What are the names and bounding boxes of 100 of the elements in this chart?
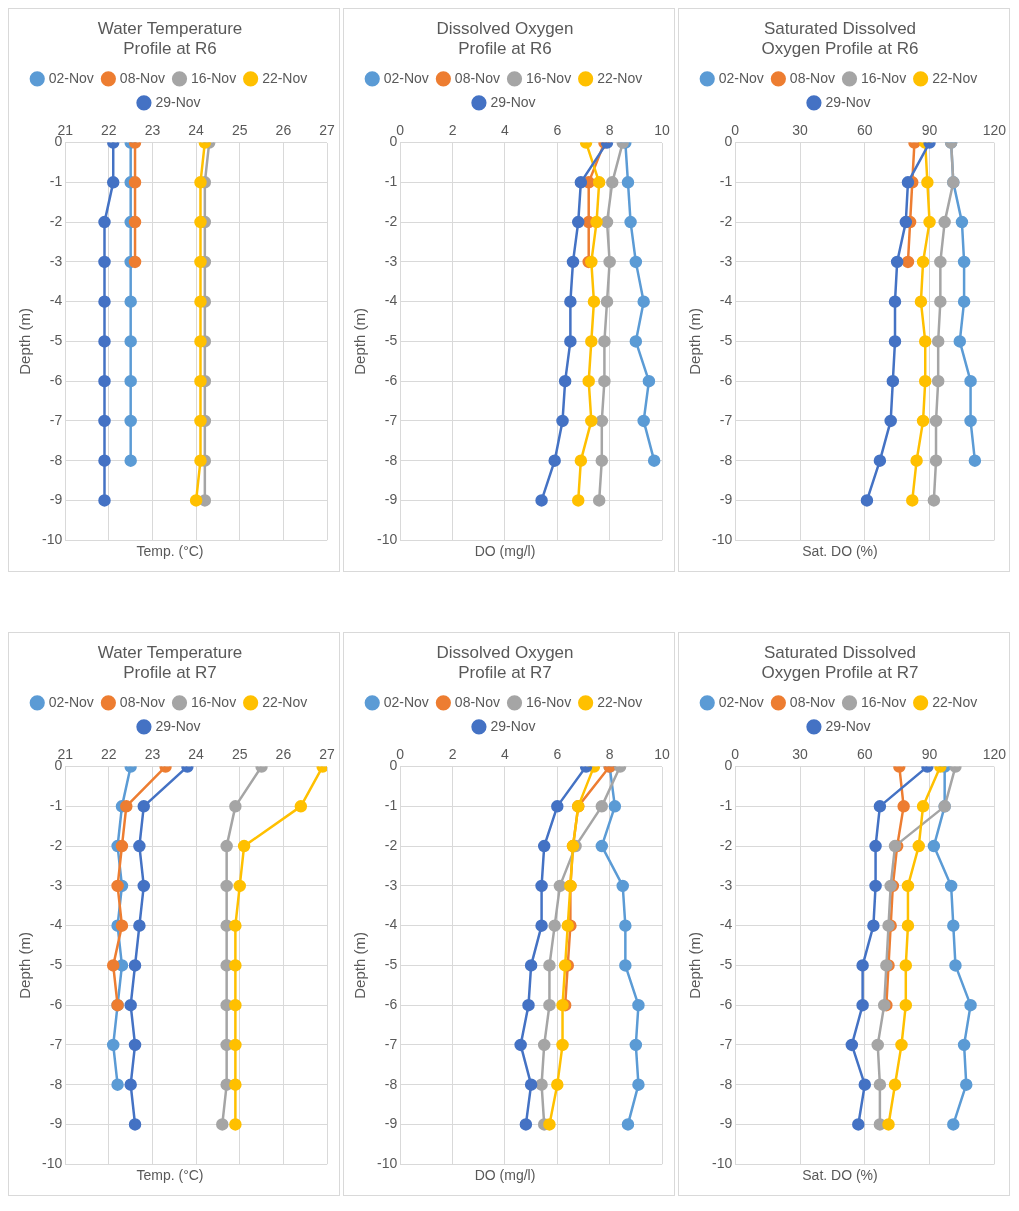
y-tick-label: -2	[384, 212, 398, 229]
legend-label: 29-Nov	[490, 717, 536, 734]
legend-label: 16-Nov	[191, 693, 237, 710]
y-tick-label: -9	[384, 491, 398, 508]
x-tick-label: 24	[188, 122, 205, 139]
x-tick-label: 27	[319, 746, 335, 763]
y-tick-label: 0	[389, 133, 398, 150]
y-axis-title: Depth (m)	[686, 308, 704, 375]
x-tick-label: 30	[792, 122, 808, 139]
y-tick-label: -8	[49, 1075, 63, 1092]
y-axis-title: Depth (m)	[351, 308, 369, 375]
legend-label: 29-Nov	[155, 717, 201, 734]
y-tick-label: -2	[719, 836, 733, 853]
y-tick-label: -7	[719, 411, 733, 428]
x-tick-label: 26	[275, 122, 292, 139]
x-tick-label: 4	[501, 746, 510, 763]
x-tick-label: 90	[921, 122, 938, 139]
y-tick-label: -3	[384, 252, 398, 269]
chart-title: Water Temperature Profile at R7	[97, 642, 243, 683]
x-tick-label: 25	[231, 746, 248, 763]
y-tick-label: -7	[49, 1035, 63, 1052]
x-tick-label: 60	[856, 746, 873, 763]
x-axis-title: DO (mg/l)	[474, 543, 536, 560]
x-tick-label: 22	[101, 122, 117, 139]
y-tick-label: -2	[384, 836, 398, 853]
legend-label: 08-Nov	[454, 693, 501, 710]
legend-label: 22-Nov	[262, 69, 308, 86]
y-tick-label: -3	[49, 252, 63, 269]
y-tick-label: -9	[49, 491, 63, 508]
y-tick-label: -1	[384, 173, 398, 190]
y-tick-label: -8	[384, 451, 398, 468]
x-tick-label: 90	[921, 746, 938, 763]
y-tick-label: 0	[724, 133, 733, 150]
legend-label: 08-Nov	[454, 69, 501, 86]
legend-label: 02-Nov	[718, 69, 764, 86]
x-axis-title: Temp. (°C)	[136, 543, 204, 560]
legend-label: 22-Nov	[597, 693, 643, 710]
y-tick-label: -10	[377, 531, 398, 548]
legend-label: 08-Nov	[789, 69, 836, 86]
x-axis-title: Sat. DO (%)	[802, 543, 878, 560]
x-tick-label: 120	[982, 122, 1007, 139]
x-axis-title: DO (mg/l)	[474, 1167, 536, 1184]
y-axis-title: Depth (m)	[351, 932, 369, 999]
x-tick-label: 25	[231, 122, 248, 139]
y-tick-label: -9	[719, 1115, 733, 1132]
y-tick-label: -4	[719, 916, 733, 933]
x-tick-label: 24	[188, 746, 205, 763]
y-tick-label: -10	[377, 1155, 398, 1172]
x-tick-label: 23	[144, 746, 161, 763]
y-tick-label: -8	[719, 451, 733, 468]
y-tick-label: -8	[49, 451, 63, 468]
y-tick-label: -3	[719, 876, 733, 893]
x-tick-label: 4	[501, 122, 510, 139]
x-tick-label: 2	[448, 746, 457, 763]
y-tick-label: -6	[719, 372, 733, 389]
y-tick-label: -2	[49, 836, 63, 853]
y-tick-label: -10	[42, 531, 63, 548]
y-axis-title: Depth (m)	[16, 308, 34, 375]
y-tick-label: -1	[49, 173, 63, 190]
y-tick-label: -1	[719, 173, 733, 190]
y-tick-label: -9	[719, 491, 733, 508]
y-tick-label: -1	[719, 797, 733, 814]
y-tick-label: -5	[719, 332, 733, 349]
y-tick-label: -5	[49, 332, 63, 349]
x-tick-label: 27	[319, 122, 335, 139]
y-tick-label: -3	[719, 252, 733, 269]
y-tick-label: -5	[384, 956, 398, 973]
y-tick-label: -1	[384, 797, 398, 814]
y-tick-label: -7	[719, 1035, 733, 1052]
legend-label: 02-Nov	[718, 693, 764, 710]
x-tick-label: 6	[553, 122, 562, 139]
legend-label: 16-Nov	[861, 69, 907, 86]
legend-label: 08-Nov	[119, 69, 166, 86]
x-tick-label: 60	[856, 122, 873, 139]
y-tick-label: -7	[384, 411, 398, 428]
y-tick-label: -6	[719, 996, 733, 1013]
y-tick-label: -3	[49, 876, 63, 893]
y-axis-title: Depth (m)	[686, 932, 704, 999]
y-tick-label: -8	[719, 1075, 733, 1092]
legend-label: 08-Nov	[119, 693, 166, 710]
y-tick-label: -7	[384, 1035, 398, 1052]
chart-title: Dissolved Oxygen Profile at R7	[436, 642, 574, 683]
y-tick-label: -1	[49, 797, 63, 814]
x-tick-label: 8	[605, 122, 614, 139]
legend-label: 16-Nov	[526, 693, 572, 710]
y-tick-label: -9	[49, 1115, 63, 1132]
legend-label: 16-Nov	[526, 69, 572, 86]
y-tick-label: -9	[384, 1115, 398, 1132]
chart-title: Saturated Dissolved Oxygen Profile at R7	[761, 642, 919, 683]
x-tick-label: 8	[605, 746, 614, 763]
y-tick-label: -5	[719, 956, 733, 973]
x-axis-title: Temp. (°C)	[136, 1167, 204, 1184]
y-tick-label: -10	[42, 1155, 63, 1172]
y-tick-label: -10	[712, 531, 733, 548]
y-tick-label: -4	[384, 292, 398, 309]
legend-label: 16-Nov	[191, 69, 237, 86]
y-tick-label: -2	[719, 212, 733, 229]
y-tick-label: -4	[49, 916, 63, 933]
y-tick-label: -4	[719, 292, 733, 309]
legend-label: 22-Nov	[932, 693, 978, 710]
